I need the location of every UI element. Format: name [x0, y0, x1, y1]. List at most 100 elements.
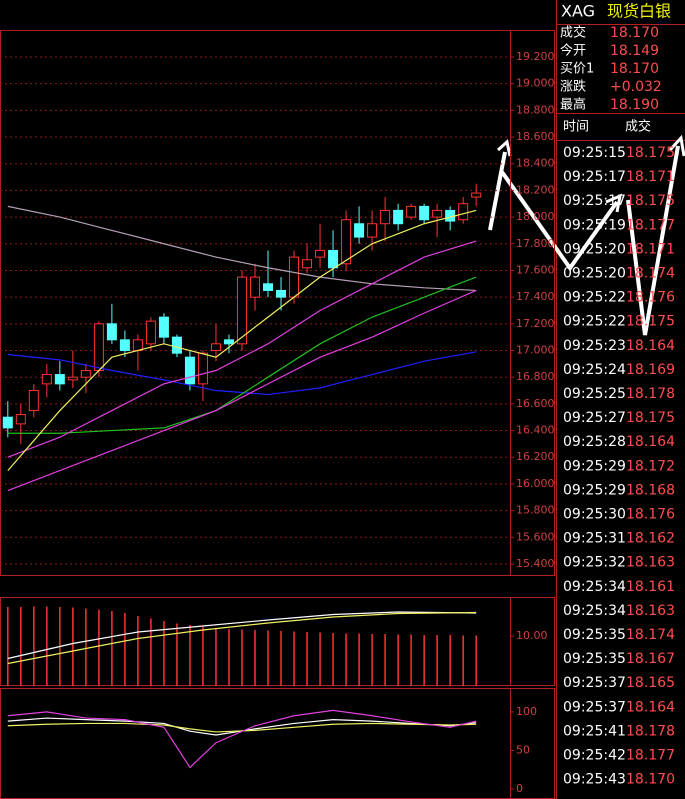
y-tick-label: 17.200: [516, 317, 555, 330]
indicator-line: [7, 717, 477, 736]
y-tick-label: 50: [516, 743, 530, 756]
trade-price: 18.171: [626, 169, 675, 185]
candle-body: [406, 205, 417, 218]
candle-body: [210, 343, 221, 352]
candle-body: [250, 276, 260, 298]
candle-body: [119, 339, 130, 352]
indicator-line: [7, 205, 477, 292]
y-tick-label: 16.000: [516, 477, 555, 490]
trade-price: 18.176: [626, 507, 675, 523]
indicator-line: [7, 351, 477, 396]
candle-body: [302, 259, 313, 269]
trade-price: 18.169: [626, 362, 675, 378]
candle-body: [471, 192, 482, 198]
trade-time: 09:25:24: [563, 362, 626, 378]
y-tick-label: 18.200: [516, 183, 555, 196]
trade-price: 18.174: [626, 266, 675, 282]
quote-value: +0.032: [610, 79, 662, 95]
y-tick-label: 0: [516, 782, 523, 795]
quote-label: 买价1: [560, 62, 594, 77]
candle-body: [41, 374, 52, 385]
y-tick-label: 16.800: [516, 370, 555, 383]
trade-price: 18.162: [626, 531, 675, 547]
candle-body: [276, 289, 287, 298]
candle-body: [289, 256, 300, 298]
candle-body: [328, 249, 339, 269]
trade-time: 09:25:37: [563, 699, 626, 715]
panel-frame: [0, 30, 555, 576]
trade-price: 18.178: [626, 386, 675, 402]
trade-time: 09:25:35: [563, 651, 626, 667]
trade-price: 18.172: [626, 458, 675, 474]
y-tick-label: 18.400: [516, 157, 555, 170]
trade-time: 09:25:15: [563, 145, 626, 161]
annotation-arrows: [488, 134, 685, 336]
candle-body: [315, 249, 326, 258]
quote-label: 最高: [560, 97, 586, 113]
trade-price: 18.175: [626, 410, 675, 426]
trade-time: 09:25:29: [563, 482, 626, 498]
quote-value: 18.170: [610, 25, 659, 41]
trade-time: 09:25:22: [563, 314, 626, 330]
trade-price: 18.175: [626, 314, 675, 330]
candle-body: [367, 223, 378, 238]
y-tick-label: 18.600: [516, 130, 555, 143]
trade-price: 18.170: [626, 772, 675, 788]
candle-body: [197, 352, 208, 385]
trade-price: 18.163: [626, 603, 675, 619]
trade-time: 09:25:27: [563, 410, 626, 426]
trade-time: 09:25:34: [563, 579, 626, 595]
trade-time: 09:25:23: [563, 338, 626, 354]
candle-body: [15, 414, 26, 425]
candle-body: [341, 219, 352, 265]
candle-body: [132, 339, 143, 352]
trade-time: 09:25:37: [563, 675, 626, 691]
trade-time: 09:25:41: [563, 723, 626, 739]
quote-value: 18.149: [610, 43, 659, 59]
arrow: [626, 145, 680, 336]
trade-price: 18.165: [626, 675, 675, 691]
y-tick-label: 16.200: [516, 450, 555, 463]
trade-time: 09:25:31: [563, 531, 626, 547]
trade-price: 18.164: [626, 434, 675, 450]
arrow-head: [668, 134, 685, 157]
candle-body: [419, 205, 430, 221]
candle-body: [380, 209, 391, 225]
trade-price: 18.168: [626, 482, 675, 498]
table-header: 成交: [625, 119, 651, 135]
y-tick-label: 17.400: [516, 290, 555, 303]
panel-frame: [0, 597, 555, 686]
y-tick-label: 17.000: [516, 344, 555, 357]
arrow: [488, 151, 507, 231]
y-tick-label: 15.800: [516, 504, 555, 517]
candle-body: [263, 283, 274, 291]
arrow-head: [605, 193, 622, 213]
candle-body: [184, 356, 195, 385]
panel-frame: [0, 688, 555, 799]
candle-body: [171, 336, 182, 354]
trade-price: 18.176: [626, 290, 675, 306]
indicator-line: [7, 611, 477, 660]
quote-value: 18.190: [610, 97, 659, 113]
quote-label: 今开: [560, 43, 586, 59]
candle-body: [145, 320, 156, 345]
trade-price: 18.163: [626, 555, 675, 571]
arrow: [500, 170, 619, 272]
candle-body: [67, 376, 78, 381]
trade-time: 09:25:20: [563, 241, 626, 257]
y-tick-label: 17.800: [516, 237, 555, 250]
y-tick-label: 18.000: [516, 210, 555, 223]
trade-time: 09:25:29: [563, 458, 626, 474]
trade-price: 18.167: [626, 651, 675, 667]
candle-body: [158, 316, 169, 338]
y-tick-label: 19.000: [516, 77, 555, 90]
candle-body: [2, 416, 13, 429]
trade-price: 18.164: [626, 338, 675, 354]
quote-label: 成交: [560, 25, 586, 41]
indicator-line: [7, 611, 477, 665]
y-tick-label: 100: [516, 705, 537, 718]
candle-body: [80, 370, 91, 378]
candle-body: [93, 323, 104, 372]
instrument-name: 现货白银: [607, 2, 671, 21]
table-header: 时间: [563, 120, 589, 135]
